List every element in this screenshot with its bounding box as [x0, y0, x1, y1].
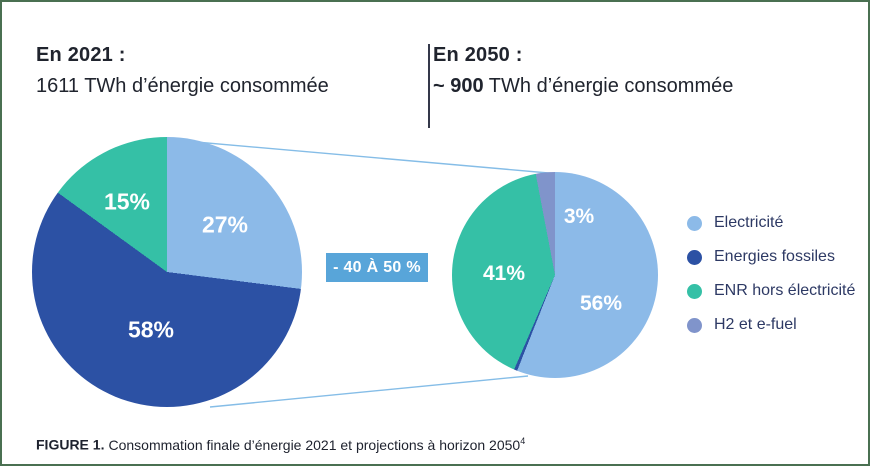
header-2050-subtitle-rest: TWh d’énergie consommée	[483, 75, 734, 97]
slice-label-2050-h2: 3%	[563, 205, 595, 228]
header-2050-title: En 2050 :	[433, 44, 523, 66]
legend-dot-enr-icon	[687, 283, 702, 299]
chart-legend: Electricité Energies fossiles ENR hors é…	[687, 206, 855, 342]
legend-label-fossiles: Energies fossiles	[714, 248, 835, 265]
figure-number: FIGURE 1.	[36, 436, 105, 453]
legend-label-h2: H2 et e-fuel	[714, 316, 797, 333]
legend-item-fossiles: Energies fossiles	[687, 240, 855, 274]
pie-chart-2021	[32, 137, 302, 407]
legend-dot-electricite-icon	[687, 215, 702, 231]
legend-label-electricite: Electricité	[714, 214, 784, 231]
reduction-badge: - 40 À 50 %	[326, 253, 428, 282]
header-2021-subtitle: 1611 TWh d’énergie consommée	[36, 75, 329, 97]
header-2050-value: ~ 900	[433, 75, 484, 97]
slice-label-2021-enr: 15%	[103, 188, 151, 215]
legend-item-h2: H2 et e-fuel	[687, 308, 855, 342]
header-2050: En 2050 : ~ 900 TWh d’énergie consommée	[433, 44, 733, 98]
slice-label-2050-electricite: 56%	[579, 292, 623, 315]
legend-label-enr: ENR hors électricité	[714, 282, 856, 299]
legend-item-electricite: Electricité	[687, 206, 855, 240]
slice-label-2021-fossiles: 58%	[127, 316, 175, 343]
pie-chart-2050	[452, 172, 658, 378]
slice-label-2021-electricite: 27%	[201, 211, 249, 238]
legend-item-enr: ENR hors électricité	[687, 274, 855, 308]
header-2021-title: En 2021 :	[36, 44, 126, 66]
header-2021: En 2021 : 1611 TWh d’énergie consommée	[36, 44, 329, 98]
header-divider	[428, 44, 430, 128]
legend-dot-h2-icon	[687, 317, 702, 333]
figure-caption: FIGURE 1. Consommation finale d’énergie 2…	[36, 436, 525, 453]
figure-caption-text: Consommation finale d’énergie 2021 et pr…	[108, 436, 521, 453]
header-2050-subtitle: ~ 900 TWh d’énergie consommée	[433, 75, 733, 98]
footnote-marker: 4	[520, 436, 526, 446]
legend-dot-fossiles-icon	[687, 249, 702, 265]
slice-label-2050-enr: 41%	[482, 262, 526, 285]
